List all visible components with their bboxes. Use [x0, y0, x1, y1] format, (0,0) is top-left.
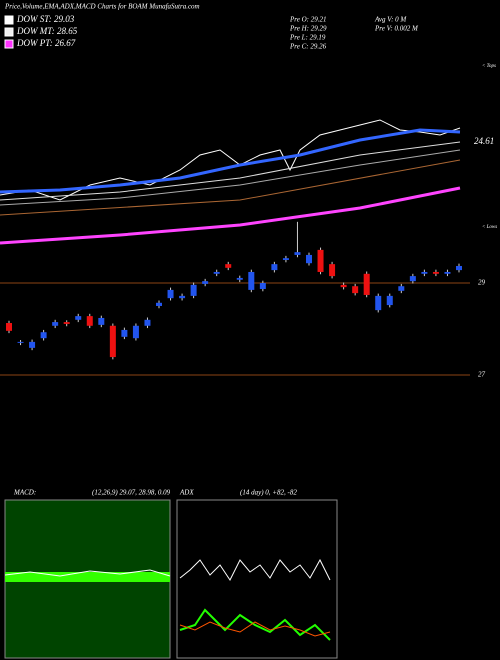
candle-body [202, 281, 209, 284]
candle-body [282, 258, 289, 260]
adx-minus [179, 621, 331, 637]
legend-label: DOW PT: 26.67 [16, 38, 76, 48]
candle-body [29, 341, 36, 348]
legend-label: DOW MT: 28.65 [16, 26, 78, 36]
ema-line [0, 141, 461, 201]
info-text: Pre C: 29.26 [289, 43, 327, 51]
candle-body [17, 341, 24, 343]
candle-body [294, 252, 301, 255]
candle-body [52, 322, 59, 326]
candle-body [121, 329, 128, 337]
legend-label: DOW ST: 29.03 [16, 14, 75, 24]
candle-body [190, 284, 197, 296]
ema-line [0, 149, 461, 206]
candle-body [40, 332, 47, 339]
candle-body [317, 249, 324, 272]
adx-panel [176, 499, 338, 659]
candle-body [144, 319, 151, 326]
adx-line [179, 558, 331, 581]
candle-body [306, 254, 312, 264]
y-tick-label: 27 [478, 371, 486, 379]
info-text: Avg V: 0 M [374, 16, 407, 24]
lows-label: < Lows [482, 225, 497, 230]
candle-body [248, 271, 255, 290]
candle-body [456, 265, 462, 271]
candle-body [75, 316, 82, 320]
candle-body [363, 273, 370, 295]
candle-body [444, 271, 451, 274]
candle-body [259, 283, 266, 289]
candle-body [421, 271, 428, 274]
macd-params: (12,26,9) 29.07, 28.98, 0.09 [92, 489, 171, 497]
legend-swatch [4, 39, 14, 49]
candle-body [352, 286, 359, 294]
info-text: Pre L: 29.19 [289, 34, 326, 42]
macd-line [4, 569, 171, 577]
candle-body [375, 295, 382, 311]
adx-label: ADX [179, 489, 194, 497]
legend: DOW ST: 29.03 DOW MT: 28.65 DOW PT: 26.67 [4, 14, 78, 49]
candle-body [86, 316, 93, 326]
candle-body [329, 264, 336, 277]
ema-line [0, 128, 461, 194]
candle-body [6, 323, 12, 331]
info-text: Pre V: 0.002 M [374, 25, 419, 33]
candle-body [179, 295, 186, 299]
info-text: Pre O: 29.21 [289, 16, 326, 24]
candle-body [213, 271, 220, 274]
candle-body [98, 317, 105, 325]
chart-title: Price,Volume,EMA,ADX,MACD Charts for BOA… [4, 3, 200, 11]
candle-body [132, 325, 139, 339]
candle-body [340, 284, 347, 288]
ema-label: 24.61 [474, 136, 494, 146]
candle-body [271, 264, 278, 271]
ema-line [0, 159, 461, 216]
y-tick-label: 29 [478, 279, 486, 287]
candle-body [409, 276, 416, 282]
adx-params: (14 day) 0, +82, -82 [240, 489, 297, 497]
macd-label: MACD: [13, 489, 36, 497]
candle-body [167, 289, 174, 299]
candle-body [63, 322, 70, 324]
candle-body [109, 325, 116, 358]
candle-body [156, 302, 162, 306]
legend-swatch [4, 27, 14, 37]
candle-body [432, 271, 439, 274]
ema-line [0, 186, 461, 245]
price-panel: 27 29 [0, 221, 486, 379]
legend-swatch [4, 15, 14, 25]
tops-label: < Tops [482, 64, 496, 69]
candle-body [386, 295, 393, 306]
info-text: Pre H: 29.29 [289, 25, 327, 33]
candle-body [225, 264, 232, 268]
candle-body [236, 277, 243, 280]
adx-plus [179, 608, 331, 641]
candle-body [398, 286, 405, 291]
ema-line [0, 119, 461, 201]
macd-histogram [5, 572, 170, 582]
